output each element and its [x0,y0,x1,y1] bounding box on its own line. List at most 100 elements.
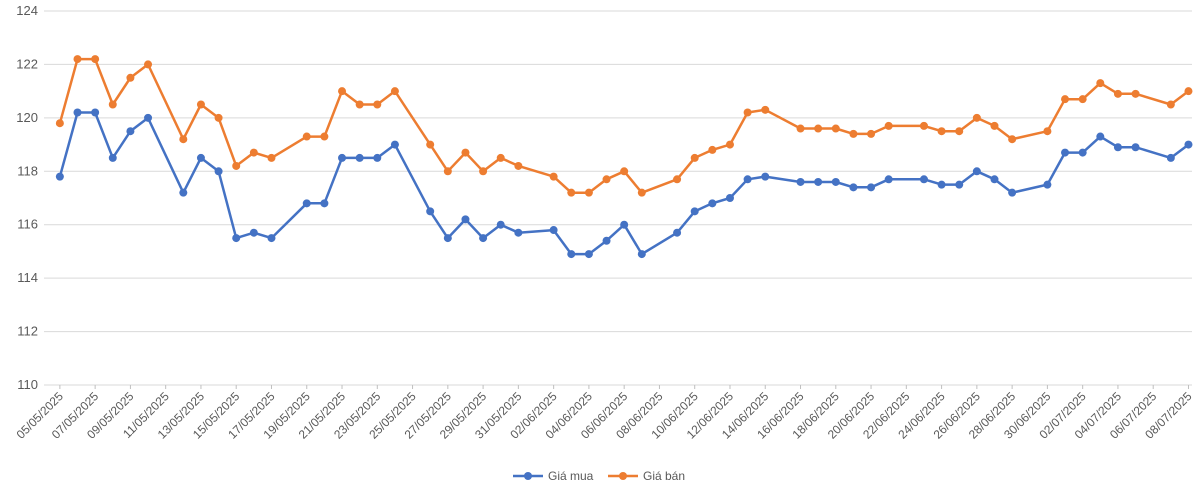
data-point [232,234,241,243]
series-1 [55,108,1193,259]
x-axis-tick-labels: 05/05/202507/05/202509/05/202511/05/2025… [14,389,1195,442]
data-point [320,132,329,141]
data-point [796,177,805,186]
data-point [884,175,893,184]
data-point [796,124,805,133]
data-point [1043,127,1052,136]
data-point [1113,143,1122,152]
data-point [55,172,64,181]
data-point [831,124,840,133]
data-point [73,108,82,117]
data-point [302,132,311,141]
data-point [637,188,646,197]
data-point [443,167,452,176]
data-point [1096,132,1105,141]
data-point [1008,135,1017,144]
data-point [514,228,523,237]
data-point [390,87,399,96]
legend-label: Giá bán [643,469,685,483]
data-point [1184,87,1193,96]
data-point [567,250,576,259]
data-point [849,129,858,138]
data-point [602,236,611,245]
data-point [390,140,399,149]
data-point [1061,95,1070,104]
data-point [126,127,135,136]
data-point [214,113,223,122]
data-point [196,100,205,109]
data-point [919,175,928,184]
data-point [690,153,699,162]
data-point [743,175,752,184]
data-point [426,207,435,216]
data-point [496,220,505,229]
data-point [761,172,770,181]
data-point [461,215,470,224]
data-point [937,180,946,189]
y-axis-tick-labels: 110 112 114 116 118 120 122 124 [16,3,38,392]
data-point [514,161,523,170]
data-point [867,183,876,192]
data-point [1096,79,1105,88]
data-point [884,121,893,130]
data-point [355,153,364,162]
data-point [196,153,205,162]
y-tick-label: 124 [16,3,38,18]
data-point [708,145,717,154]
data-point [338,153,347,162]
legend-label: Giá mua [548,469,594,483]
data-point [673,175,682,184]
data-point [338,87,347,96]
data-point [1078,95,1087,104]
legend-marker [524,472,532,480]
data-point [1043,180,1052,189]
data-point [55,119,64,128]
data-point [584,250,593,259]
data-point [620,167,629,176]
data-point [620,220,629,229]
data-point [567,188,576,197]
data-point [955,180,964,189]
data-point [144,60,153,69]
data-point [972,167,981,176]
data-point [972,113,981,122]
legend-item-2: Giá bán [608,469,685,483]
data-point [91,55,100,64]
data-point [549,172,558,181]
data-point [955,127,964,136]
data-point [708,199,717,208]
data-point [1008,188,1017,197]
data-point [673,228,682,237]
legend-marker [619,472,627,480]
data-point [919,121,928,130]
data-point [479,234,488,243]
data-point [267,153,276,162]
data-point [937,127,946,136]
data-point [1113,89,1122,98]
data-point [320,199,329,208]
legend-item-1: Giá mua [513,469,594,483]
data-point [743,108,752,117]
data-point [990,175,999,184]
data-point [373,100,382,109]
data-point [249,228,258,237]
series-line [58,111,1190,256]
data-point [267,234,276,243]
data-point [144,113,153,122]
data-point [302,199,311,208]
data-point [479,167,488,176]
data-point [249,148,258,157]
data-point [355,100,364,109]
data-point [549,226,558,235]
data-point [214,167,223,176]
data-point [1078,148,1087,157]
data-point [461,148,470,157]
data-point [849,183,858,192]
data-point [108,100,117,109]
y-tick-label: 112 [17,324,38,339]
series-group [55,55,1193,259]
data-point [108,153,117,162]
data-point [373,153,382,162]
series-2 [55,55,1193,197]
data-point [867,129,876,138]
